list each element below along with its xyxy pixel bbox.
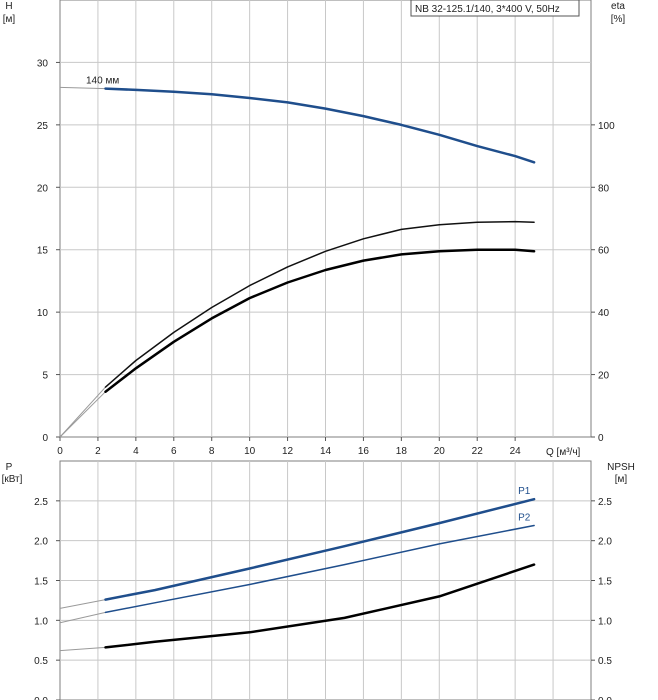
- x-tick-label: 22: [472, 446, 484, 457]
- x-axis-ticks: 0 2 4 6 8 10 12 14 16 18 20 22 24: [57, 437, 521, 457]
- right-axis-title-bottom: NPSH: [607, 462, 635, 473]
- x-tick-label: 16: [358, 446, 370, 457]
- x-tick-label: 6: [171, 446, 177, 457]
- left-tick-label: 0.0: [34, 696, 48, 700]
- x-tick-label: 14: [320, 446, 332, 457]
- series-line: [104, 497, 536, 601]
- bottom-grid: [60, 461, 591, 700]
- left-tick-label: 25: [37, 121, 49, 132]
- right-tick-label: 2.0: [598, 537, 612, 548]
- series-label: P2: [518, 513, 531, 524]
- right-tick-label: 1.5: [598, 577, 612, 588]
- left-tick-label: 0: [42, 433, 48, 444]
- series-extension-line: [59, 386, 106, 438]
- series-label: 140 мм: [86, 75, 119, 86]
- right-axis-title-top: eta: [611, 1, 625, 12]
- left-tick-label: 1.0: [34, 616, 48, 627]
- right-tick-label: 0: [598, 433, 604, 444]
- right-tick-label: 80: [598, 183, 610, 194]
- x-tick-label: 8: [209, 446, 215, 457]
- model-label-box: [410, 0, 580, 17]
- left-axis-unit-top: [м]: [3, 14, 16, 25]
- x-tick-label: 24: [510, 446, 522, 457]
- series-line: [104, 248, 536, 393]
- series-line: [104, 220, 535, 388]
- right-axis-unit-bottom: [м]: [615, 474, 628, 485]
- left-tick-label: 2.5: [34, 497, 48, 508]
- bottom-left-axis-ticks: 0.0 0.5 1.0 1.5 2.0 2.5: [34, 497, 60, 700]
- top-grid: [60, 0, 591, 437]
- series-line: [104, 524, 535, 614]
- series-extension-line: [59, 646, 106, 652]
- x-tick-label: 10: [244, 446, 256, 457]
- left-tick-label: 2.0: [34, 537, 48, 548]
- left-axis-title-bottom: P: [6, 462, 13, 473]
- bottom-right-axis-ticks: 0.0 0.5 1.0 1.5 2.0 2.5: [591, 497, 612, 700]
- right-tick-label: 0.0: [598, 696, 612, 700]
- right-tick-label: 2.5: [598, 497, 612, 508]
- series-extension-line: [59, 599, 106, 609]
- series-extension-line: [59, 86, 106, 90]
- series-label: P1: [518, 486, 531, 497]
- left-axis-title-top: H: [5, 1, 12, 12]
- top-left-axis-ticks: 0 5 10 15 20 25 30: [37, 58, 60, 444]
- series-line: [104, 87, 536, 164]
- left-tick-label: 15: [37, 246, 49, 257]
- right-tick-label: 40: [598, 308, 610, 319]
- left-tick-label: 5: [42, 371, 48, 382]
- right-tick-label: 0.5: [598, 656, 612, 667]
- series-extension-line: [59, 611, 106, 624]
- right-axis-unit-top: [%]: [611, 14, 626, 25]
- left-tick-label: 1.5: [34, 577, 48, 588]
- bottom-panel: 0.0 0.5 1.0 1.5 2.0 2.5 0.0 0.5 1.0 1.5 2.0 2.5 P1…: [2, 460, 635, 700]
- x-tick-label: 12: [282, 446, 294, 457]
- model-label: NB 32-125.1/140, 3*400 V, 50Hz: [415, 4, 560, 15]
- x-tick-label: 18: [396, 446, 408, 457]
- left-tick-label: 30: [37, 58, 49, 69]
- x-tick-label: 20: [434, 446, 446, 457]
- x-tick-label: 0: [57, 446, 63, 457]
- top-series-group: 140 мм: [59, 75, 536, 438]
- x-axis-label: Q [м³/ч]: [546, 447, 581, 458]
- x-tick-label: 4: [133, 446, 139, 457]
- bottom-series-group: P1 P2: [59, 486, 536, 652]
- left-tick-label: 10: [37, 308, 49, 319]
- right-tick-label: 60: [598, 246, 610, 257]
- right-tick-label: 100: [598, 121, 615, 132]
- x-tick-label: 2: [95, 446, 101, 457]
- left-tick-label: 0.5: [34, 656, 48, 667]
- series-extension-line: [59, 391, 106, 438]
- right-tick-label: 1.0: [598, 616, 612, 627]
- series-line: [104, 563, 536, 649]
- left-tick-label: 20: [37, 183, 49, 194]
- left-axis-unit-bottom: [кВт]: [2, 474, 23, 485]
- right-tick-label: 20: [598, 371, 610, 382]
- top-right-axis-ticks: 0 20 40 60 80 100: [591, 121, 615, 444]
